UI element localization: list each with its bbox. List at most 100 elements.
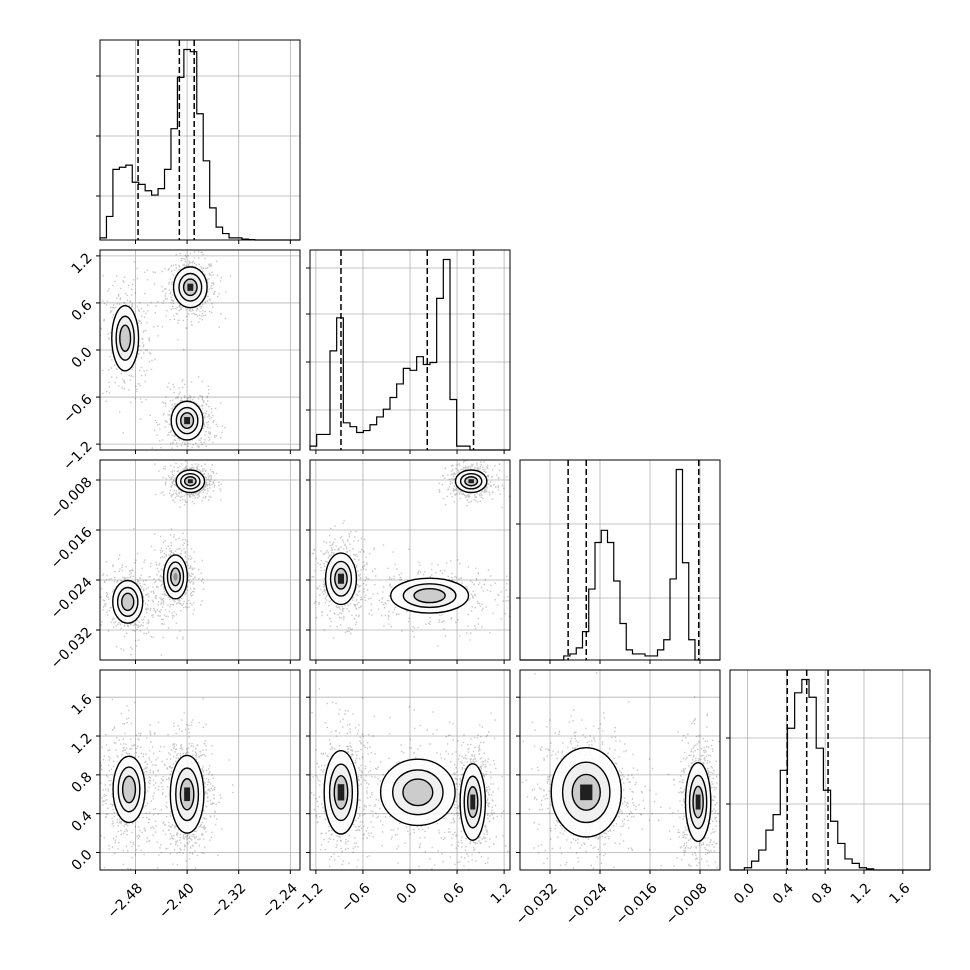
density-contour <box>179 778 195 811</box>
density-peak <box>184 787 191 802</box>
panel-frame <box>99 39 301 241</box>
density-contour <box>464 476 479 487</box>
density-contour <box>170 400 204 441</box>
density-scatter-points <box>100 698 234 870</box>
y-tick-label-2-0: −0.032 <box>48 624 96 672</box>
density-peak <box>187 479 193 484</box>
density-contour <box>692 785 704 819</box>
x-tick-label-3-0: 0.0 <box>731 880 758 907</box>
density-contour <box>112 755 146 824</box>
density-contour <box>328 763 354 822</box>
x-tick-label-1-4: 1.2 <box>488 880 515 907</box>
density-contour <box>402 583 457 609</box>
density-peak <box>470 794 476 810</box>
density-contour <box>180 412 195 430</box>
density-contour <box>116 586 139 617</box>
x-tick-label-0-1: −2.40 <box>156 880 198 922</box>
x-tick-label-2-2: −0.016 <box>613 880 661 928</box>
density-level-fill <box>121 593 134 611</box>
y-tick-label-3-0: 0.0 <box>69 847 96 874</box>
density-contour <box>413 587 446 604</box>
density-panel-0-3 <box>99 669 301 871</box>
density-contour <box>466 786 479 819</box>
density-contour <box>175 469 206 494</box>
density-contour <box>402 778 434 807</box>
y-tick-label-3-4: 1.6 <box>69 691 96 718</box>
density-peak <box>337 784 345 801</box>
density-contour <box>684 761 712 843</box>
density-contour <box>162 554 189 600</box>
x-tick-label-3-1: 0.4 <box>770 880 797 907</box>
density-contour <box>329 560 353 597</box>
density-contour <box>180 472 201 490</box>
density-level-fill <box>173 573 178 581</box>
density-level-fill <box>119 325 131 352</box>
density-scatter-points <box>100 250 232 450</box>
y-tick-label-1-1: −0.6 <box>60 391 95 426</box>
x-tick-label-3-2: 0.8 <box>809 880 836 907</box>
histogram-step-1 <box>309 258 510 451</box>
density-contour <box>333 774 349 810</box>
y-tick-label-3-2: 0.8 <box>69 769 96 796</box>
density-contour <box>175 767 200 822</box>
density-contour <box>323 749 359 835</box>
density-scatter-points <box>100 460 223 656</box>
panel-frame <box>519 459 721 661</box>
density-panel-2-3 <box>519 669 721 871</box>
density-contour <box>170 567 181 587</box>
density-contour <box>463 775 482 829</box>
density-contour <box>172 266 208 309</box>
density-peak <box>468 479 474 484</box>
density-panel-1-2 <box>309 459 511 661</box>
y-tick-label-2-2: −0.016 <box>48 524 96 572</box>
panel-frame <box>99 459 301 661</box>
x-tick-label-2-1: −0.024 <box>563 880 611 928</box>
y-tick-label-3-1: 0.4 <box>69 808 96 835</box>
x-tick-label-2-3: −0.008 <box>663 880 711 928</box>
x-tick-label-1-2: 0.0 <box>394 880 421 907</box>
density-contour <box>379 758 456 827</box>
histogram-panel-2 <box>516 459 721 661</box>
panel-frame <box>519 669 721 871</box>
density-peak <box>695 794 701 810</box>
y-tick-label-1-3: 0.6 <box>69 297 96 324</box>
density-contour <box>459 763 487 841</box>
x-tick-label-3-3: 1.2 <box>848 880 875 907</box>
density-peak <box>184 417 191 425</box>
density-contour <box>561 761 611 824</box>
density-contour <box>166 561 185 593</box>
density-contour <box>392 769 444 816</box>
density-peak <box>187 283 194 291</box>
density-contour <box>115 315 135 361</box>
panel-frame <box>99 669 301 871</box>
density-panel-0-1 <box>99 249 301 451</box>
density-contour <box>111 304 140 372</box>
density-contour <box>119 324 132 352</box>
x-tick-label-1-3: 0.6 <box>441 880 468 907</box>
density-body <box>311 460 510 647</box>
density-peak <box>337 573 344 584</box>
density-scatter-points <box>311 460 510 647</box>
y-tick-label-1-4: 1.2 <box>69 250 96 277</box>
density-contour <box>112 579 144 624</box>
y-tick-label-1-0: −1.2 <box>60 438 95 473</box>
density-contour <box>117 766 141 813</box>
histogram-step-2 <box>520 468 720 661</box>
x-tick-label-3-4: 1.6 <box>886 880 913 907</box>
histogram-step-0 <box>99 48 300 241</box>
histogram-panel-1 <box>306 249 511 451</box>
density-contour <box>334 567 348 590</box>
panel-frame <box>729 669 931 871</box>
density-body <box>100 460 223 656</box>
y-tick-label-2-1: −0.024 <box>48 574 96 622</box>
histogram-panel-0 <box>96 39 301 241</box>
y-tick-label-3-3: 1.2 <box>69 730 96 757</box>
density-contour <box>169 754 205 834</box>
density-contour <box>550 746 622 838</box>
density-level-fill <box>122 776 136 803</box>
density-peak <box>580 784 593 801</box>
density-level-fill <box>414 588 446 603</box>
density-level-fill <box>402 779 433 806</box>
